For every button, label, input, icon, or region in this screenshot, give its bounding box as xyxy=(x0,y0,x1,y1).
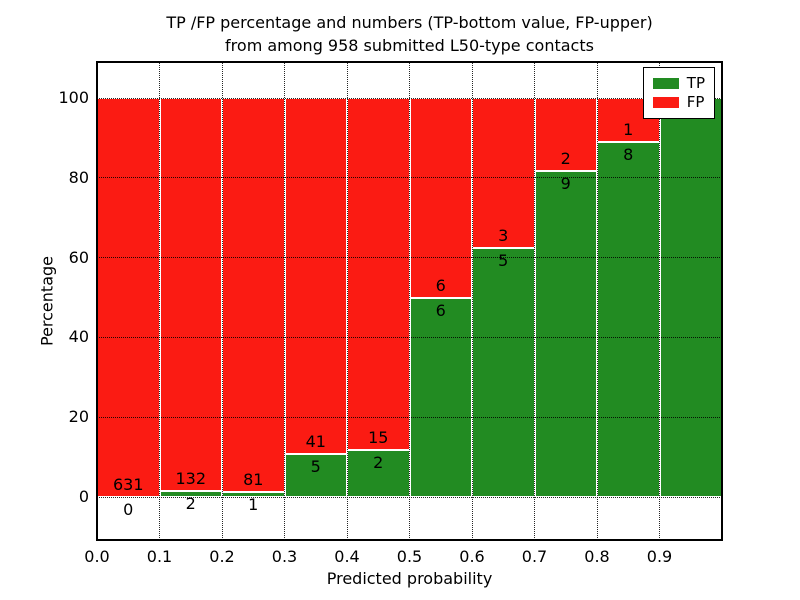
gridline-vertical xyxy=(346,62,348,540)
y-tick-label: 80 xyxy=(68,167,89,187)
chart-title: TP /FP percentage and numbers (TP-bottom… xyxy=(97,11,722,57)
bar-segment-fp xyxy=(159,98,222,492)
gridline-horizontal xyxy=(97,177,722,179)
tp-count-label: 6 xyxy=(435,300,446,320)
tp-count-label: 5 xyxy=(310,456,321,476)
x-tick-label: 0.3 xyxy=(271,547,298,566)
bar-segment-tp xyxy=(534,170,597,497)
x-tick-label: 0.1 xyxy=(146,547,173,566)
gridline-vertical xyxy=(284,62,285,540)
gridline-horizontal xyxy=(97,336,722,338)
gridline-vertical xyxy=(534,62,535,540)
gridline-vertical xyxy=(471,62,473,540)
x-tick-label: 0.9 xyxy=(646,547,673,566)
x-tick-label: 0.5 xyxy=(396,547,423,566)
gridline-vertical xyxy=(409,62,410,540)
x-tick-label: 0.2 xyxy=(209,547,235,566)
bar-segment-tp xyxy=(284,453,347,497)
bar-segment-tp xyxy=(597,142,660,497)
tp-count-label: 9 xyxy=(560,173,571,193)
gridline-vertical xyxy=(659,62,660,540)
bar-segment-fp xyxy=(347,98,410,451)
x-tick-label: 0.6 xyxy=(459,547,485,566)
bar-segment-tp xyxy=(472,247,535,497)
gridline-horizontal xyxy=(97,97,722,99)
legend: TP FP xyxy=(642,67,715,119)
y-tick-label: 20 xyxy=(68,407,89,427)
x-tick-label: 0.0 xyxy=(84,547,110,566)
bar-segment-fp xyxy=(222,98,285,493)
y-tick-label: 40 xyxy=(68,327,89,347)
chart-title-line1: TP /FP percentage and numbers (TP-bottom… xyxy=(166,13,653,32)
tp-count-label: 0 xyxy=(123,500,134,519)
chart-title-line2: from among 958 submitted L50-type contac… xyxy=(225,36,594,55)
x-axis-label: Predicted probability xyxy=(326,569,493,588)
fp-count-label: 1 xyxy=(623,120,634,140)
fp-count-label: 6 xyxy=(435,275,446,295)
y-tick-label: 100 xyxy=(58,88,89,107)
tp-count-label: 2 xyxy=(373,453,384,473)
x-tick-label: 0.8 xyxy=(584,547,610,566)
tp-count-label: 2 xyxy=(185,494,196,514)
bar-segment-fp xyxy=(284,98,347,454)
tp-count-label: 1 xyxy=(248,495,259,515)
fp-count-label: 41 xyxy=(305,431,326,451)
bar-segment-tp xyxy=(659,98,722,497)
legend-label-fp: FP xyxy=(686,93,705,111)
legend-entry-fp: FP xyxy=(652,93,705,112)
tp-color-swatch xyxy=(652,78,679,89)
plot-area: 631013228114151526635291808 TP FP xyxy=(96,61,723,541)
fp-count-label: 3 xyxy=(498,225,509,245)
gridline-vertical xyxy=(159,62,160,540)
gridline-horizontal xyxy=(97,416,722,418)
gridline-horizontal xyxy=(97,257,722,259)
fp-count-label: 132 xyxy=(175,469,207,489)
x-tick-label: 0.7 xyxy=(521,547,548,566)
bar-segment-fp xyxy=(409,98,472,298)
legend-entry-tp: TP xyxy=(652,74,705,93)
y-tick-label: 0 xyxy=(78,487,89,506)
fp-count-label: 15 xyxy=(368,428,389,448)
fp-count-label: 2 xyxy=(560,148,571,168)
gridline-vertical xyxy=(596,62,598,540)
tp-count-label: 8 xyxy=(623,145,634,165)
fp-color-swatch xyxy=(652,97,679,108)
gridline-vertical xyxy=(221,62,223,540)
bar-segment-fp xyxy=(97,98,160,497)
fp-count-label: 631 xyxy=(112,475,144,494)
legend-label-tp: TP xyxy=(686,74,705,92)
fp-count-label: 81 xyxy=(243,470,264,490)
bar-segment-tp xyxy=(409,297,472,497)
gridline-horizontal xyxy=(97,496,722,498)
y-tick-label: 60 xyxy=(68,247,89,267)
x-tick-label: 0.4 xyxy=(334,547,360,566)
tp-count-label: 5 xyxy=(498,250,509,270)
